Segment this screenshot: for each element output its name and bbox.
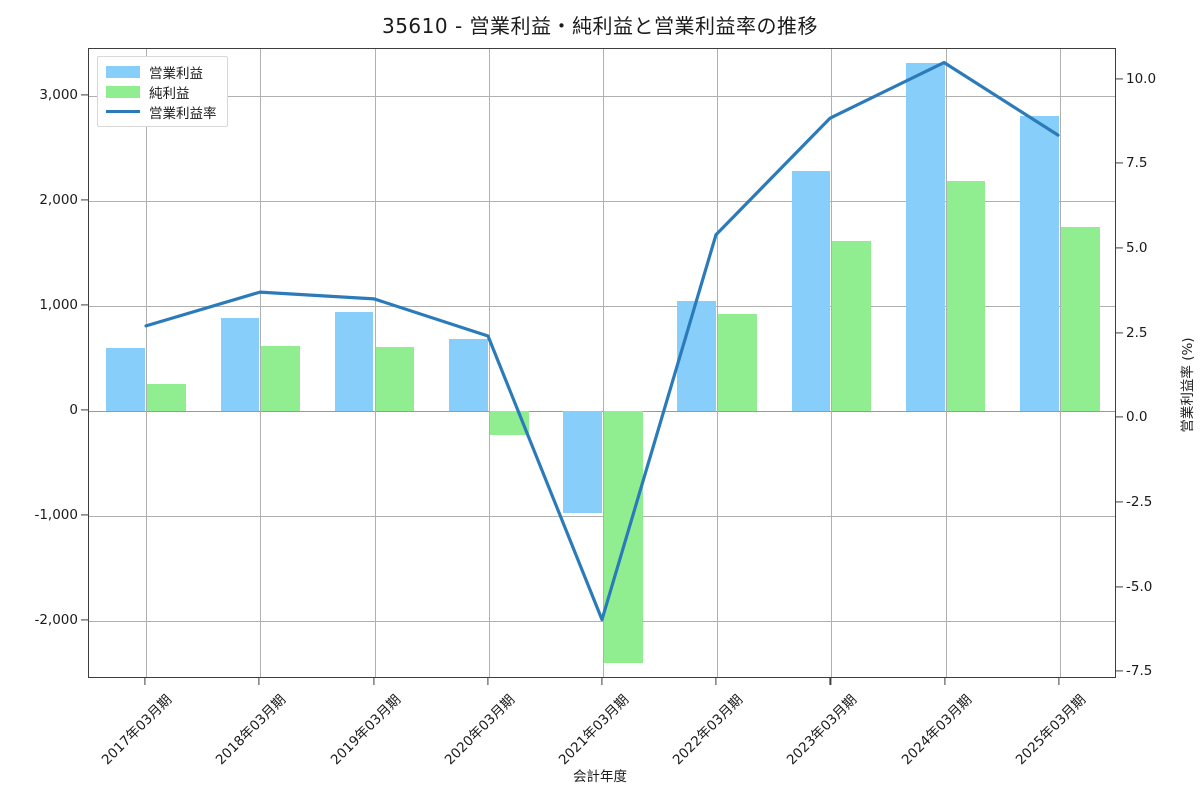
x-axis-tick-label: 2020年03月期 [441, 691, 518, 769]
bar-net-profit [718, 314, 757, 412]
bar-net-profit [946, 181, 986, 412]
y-axis-left-tick-label: 0 [69, 402, 78, 419]
y-axis-right-tick-label: 5.0 [1126, 239, 1148, 256]
legend-item[interactable]: 営業利益率 [106, 103, 217, 122]
gridline-horizontal [89, 306, 1115, 308]
x-axis-tick-label: 2024年03月期 [898, 691, 975, 769]
chart-legend: 営業利益純利益営業利益率 [97, 56, 228, 127]
gridline-vertical [146, 49, 148, 677]
bar-operating-profit [334, 311, 374, 412]
gridline-vertical [1059, 49, 1061, 677]
y-axis-right-tick-label: 2.5 [1126, 324, 1148, 341]
y-axis-right-tick-label: -5.0 [1126, 578, 1153, 595]
bar-operating-profit [106, 348, 146, 412]
y-axis-left-tick-mark [81, 619, 88, 621]
y-axis-right-tick-mark [1116, 670, 1123, 672]
x-axis-tick-mark [373, 678, 375, 685]
y-axis-left-tick-label: 2,000 [39, 192, 78, 209]
y-axis-right-tick-mark [1116, 77, 1123, 80]
bar-net-profit [604, 411, 643, 664]
y-axis-left-tick-label: -1,000 [34, 507, 78, 524]
bars-layer [89, 49, 1115, 677]
x-axis-tick-label: 2019年03月期 [327, 691, 404, 769]
bar-operating-profit [1020, 116, 1059, 412]
bar-net-profit [261, 345, 301, 412]
gridline-vertical [831, 49, 833, 677]
gridline-horizontal [89, 621, 1115, 623]
gridline-vertical [717, 49, 719, 677]
bar-operating-profit [677, 301, 717, 412]
legend-item-label: 営業利益率 [149, 105, 217, 122]
x-axis-tick-mark [601, 678, 603, 685]
x-axis-tick-label: 2025年03月期 [1012, 691, 1090, 769]
y-axis-left-tick-mark [81, 94, 88, 96]
y-axis-right-tick-mark [1116, 501, 1123, 503]
bar-operating-profit [563, 411, 602, 514]
y-axis-right-tick-mark [1116, 416, 1123, 418]
gridlines [89, 49, 1115, 677]
y-axis-left-tick-mark [81, 304, 88, 306]
gridline-vertical [945, 49, 947, 677]
gridline-vertical [488, 49, 490, 677]
bar-operating-profit [220, 317, 260, 412]
y-axis-left-tick-mark [81, 514, 88, 516]
y-axis-left-label: 金額（百万円） [0, 352, 2, 448]
y-axis-right-tick-label: 7.5 [1126, 155, 1148, 172]
bar-net-profit [147, 383, 186, 412]
y-axis-right-tick-label: -2.5 [1126, 493, 1153, 510]
gridline-horizontal [89, 411, 1115, 413]
x-axis-tick-label: 2017年03月期 [98, 691, 176, 769]
y-axis-right-tick-mark [1116, 331, 1123, 334]
y-axis-right-tick-mark [1116, 247, 1123, 249]
x-axis-tick-mark [944, 678, 946, 685]
x-axis-tick-label: 2023年03月期 [784, 691, 861, 769]
y-axis-right-tick-label: 10.0 [1126, 70, 1157, 87]
legend-item[interactable]: 純利益 [106, 83, 217, 102]
bar-net-profit [489, 411, 529, 435]
y-axis-left-tick-label: -2,000 [34, 612, 78, 629]
x-axis-tick-label: 2022年03月期 [669, 691, 747, 769]
x-axis-tick-mark [829, 678, 831, 685]
legend-item[interactable]: 営業利益 [106, 63, 217, 82]
x-axis-tick-mark [144, 678, 146, 685]
line-series-layer [144, 60, 1060, 622]
x-axis-tick-mark [258, 678, 260, 685]
legend-color-swatch [106, 85, 140, 98]
legend-item-label: 営業利益 [149, 65, 203, 82]
bar-operating-profit [448, 338, 488, 412]
gridline-vertical [603, 49, 604, 677]
y-axis-right-tick-mark [1116, 162, 1123, 164]
y-axis-left-tick-label: 3,000 [39, 87, 78, 104]
y-axis-right-tick-label: -7.5 [1126, 663, 1153, 680]
bar-net-profit [1060, 227, 1100, 412]
x-axis-tick-mark [715, 678, 717, 685]
gridline-horizontal [89, 201, 1115, 203]
y-axis-left-tick-mark [81, 409, 88, 411]
y-axis-right-tick-label: 0.0 [1126, 409, 1148, 426]
x-axis-tick-mark [487, 678, 489, 685]
x-axis-tick-label: 2018年03月期 [213, 691, 290, 769]
x-axis-label: 会計年度 [573, 769, 627, 785]
line-operating-margin [144, 60, 1060, 622]
x-axis-tick-mark [1058, 678, 1060, 685]
gridline-vertical [374, 49, 376, 677]
gridline-horizontal [89, 96, 1115, 98]
y-axis-right-tick-mark [1116, 585, 1123, 588]
bar-operating-profit [791, 171, 831, 412]
chart-title: 35610 - 営業利益・純利益と営業利益率の推移 [381, 14, 819, 38]
legend-line-swatch [106, 110, 140, 113]
gridline-horizontal [89, 516, 1115, 518]
bar-net-profit [832, 241, 872, 412]
y-axis-left-tick-mark [81, 199, 88, 201]
bar-net-profit [375, 346, 415, 412]
plot-area [88, 48, 1116, 678]
legend-item-label: 純利益 [149, 85, 190, 102]
y-axis-left-tick-label: 1,000 [39, 297, 78, 314]
legend-color-swatch [106, 65, 140, 78]
x-axis-tick-label: 2021年03月期 [555, 691, 633, 769]
gridline-vertical [260, 49, 262, 677]
bar-operating-profit [905, 62, 945, 412]
